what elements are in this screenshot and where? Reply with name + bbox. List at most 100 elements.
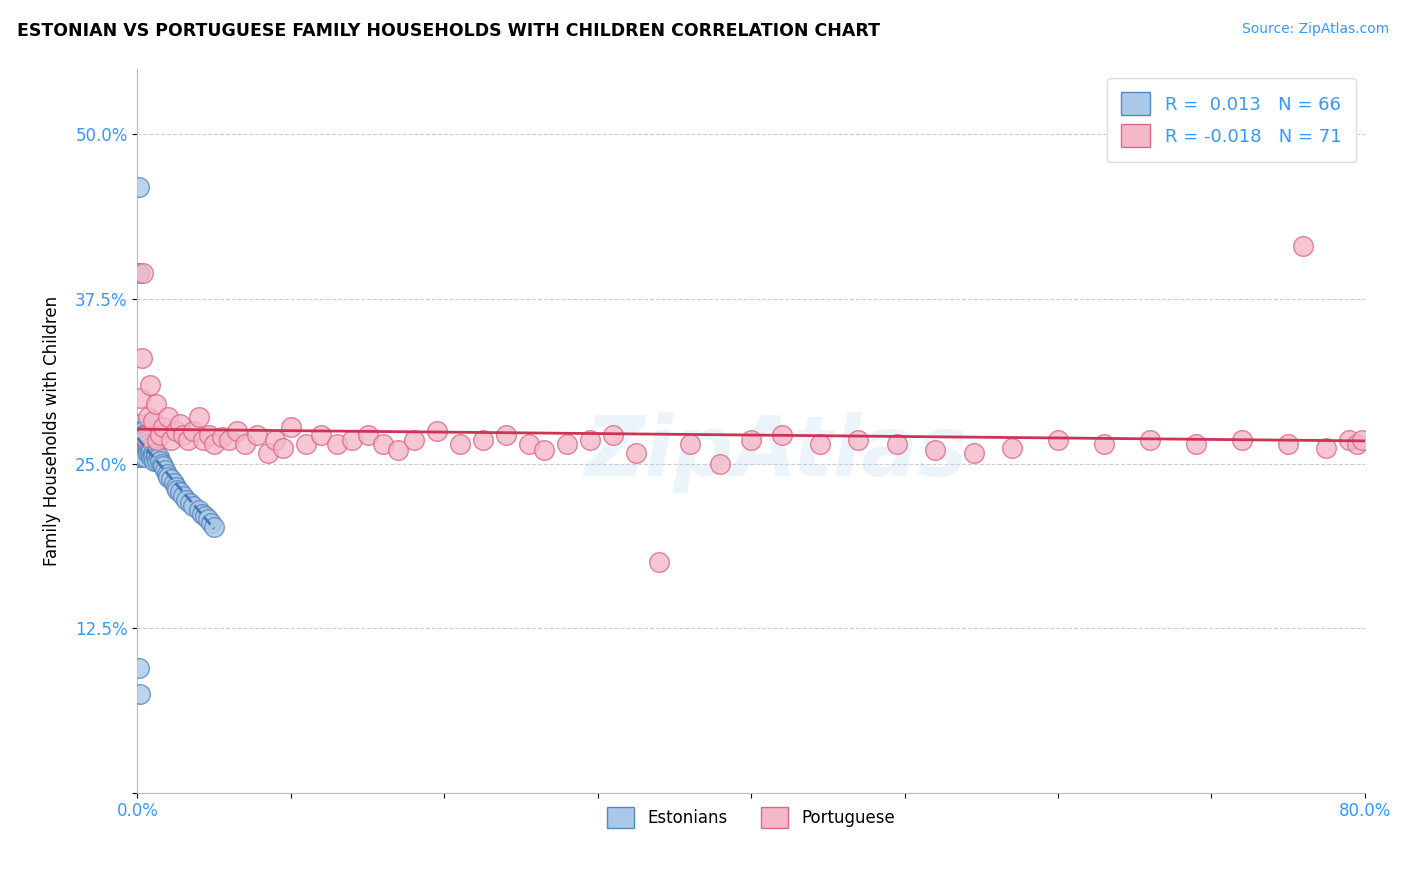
- Point: [449, 436, 471, 450]
- Point: [132, 443, 155, 458]
- Point: [128, 266, 150, 280]
- Point: [194, 509, 217, 524]
- Point: [165, 480, 187, 494]
- Point: [132, 424, 155, 438]
- Y-axis label: Family Households with Children: Family Households with Children: [44, 295, 60, 566]
- Point: [770, 427, 793, 442]
- Point: [191, 507, 214, 521]
- Point: [193, 433, 215, 447]
- Point: [152, 459, 174, 474]
- Point: [387, 443, 409, 458]
- Point: [160, 472, 183, 486]
- Point: [709, 457, 731, 471]
- Point: [295, 436, 318, 450]
- Point: [425, 424, 447, 438]
- Point: [271, 441, 294, 455]
- Text: Source: ZipAtlas.com: Source: ZipAtlas.com: [1241, 22, 1389, 37]
- Point: [131, 446, 153, 460]
- Point: [136, 441, 159, 455]
- Point: [134, 430, 156, 444]
- Point: [134, 443, 156, 458]
- Point: [135, 443, 157, 458]
- Point: [163, 476, 186, 491]
- Point: [136, 436, 159, 450]
- Point: [371, 436, 394, 450]
- Point: [150, 457, 173, 471]
- Point: [1277, 436, 1299, 450]
- Point: [533, 443, 555, 458]
- Point: [145, 450, 167, 464]
- Point: [1315, 441, 1337, 455]
- Point: [340, 433, 363, 447]
- Point: [149, 427, 172, 442]
- Point: [181, 499, 204, 513]
- Point: [145, 446, 167, 460]
- Point: [131, 424, 153, 438]
- Point: [226, 424, 249, 438]
- Point: [886, 436, 908, 450]
- Point: [187, 502, 209, 516]
- Point: [648, 555, 671, 569]
- Point: [132, 450, 155, 464]
- Point: [517, 436, 540, 450]
- Point: [132, 433, 155, 447]
- Point: [165, 424, 187, 438]
- Point: [679, 436, 702, 450]
- Point: [1046, 433, 1069, 447]
- Point: [132, 266, 155, 280]
- Point: [131, 351, 153, 366]
- Point: [138, 377, 160, 392]
- Point: [131, 441, 153, 455]
- Point: [280, 419, 302, 434]
- Legend: Estonians, Portuguese: Estonians, Portuguese: [600, 800, 901, 835]
- Point: [128, 450, 150, 464]
- Point: [848, 433, 870, 447]
- Point: [132, 436, 155, 450]
- Point: [211, 430, 233, 444]
- Point: [924, 443, 946, 458]
- Point: [187, 410, 209, 425]
- Point: [495, 427, 517, 442]
- Point: [256, 446, 278, 460]
- Point: [134, 436, 156, 450]
- Point: [197, 512, 219, 526]
- Point: [129, 433, 152, 447]
- Point: [146, 454, 169, 468]
- Point: [402, 433, 425, 447]
- Point: [179, 496, 201, 510]
- Point: [129, 687, 152, 701]
- Point: [264, 433, 287, 447]
- Point: [136, 446, 159, 460]
- Point: [198, 427, 221, 442]
- Point: [131, 430, 153, 444]
- Point: [153, 463, 176, 477]
- Point: [808, 436, 831, 450]
- Point: [1001, 441, 1024, 455]
- Point: [135, 436, 157, 450]
- Point: [1230, 433, 1253, 447]
- Point: [326, 436, 349, 450]
- Point: [218, 433, 240, 447]
- Point: [1339, 433, 1361, 447]
- Point: [128, 180, 150, 194]
- Point: [149, 454, 172, 468]
- Point: [146, 433, 169, 447]
- Point: [1351, 433, 1374, 447]
- Point: [129, 424, 152, 438]
- Point: [169, 485, 191, 500]
- Point: [141, 450, 163, 464]
- Point: [166, 483, 188, 497]
- Point: [1092, 436, 1115, 450]
- Point: [579, 433, 602, 447]
- Point: [131, 433, 153, 447]
- Point: [136, 410, 159, 425]
- Point: [172, 427, 194, 442]
- Point: [134, 450, 156, 464]
- Point: [555, 436, 578, 450]
- Point: [138, 446, 160, 460]
- Point: [138, 441, 160, 455]
- Point: [177, 433, 200, 447]
- Point: [134, 427, 156, 442]
- Point: [246, 427, 269, 442]
- Point: [740, 433, 762, 447]
